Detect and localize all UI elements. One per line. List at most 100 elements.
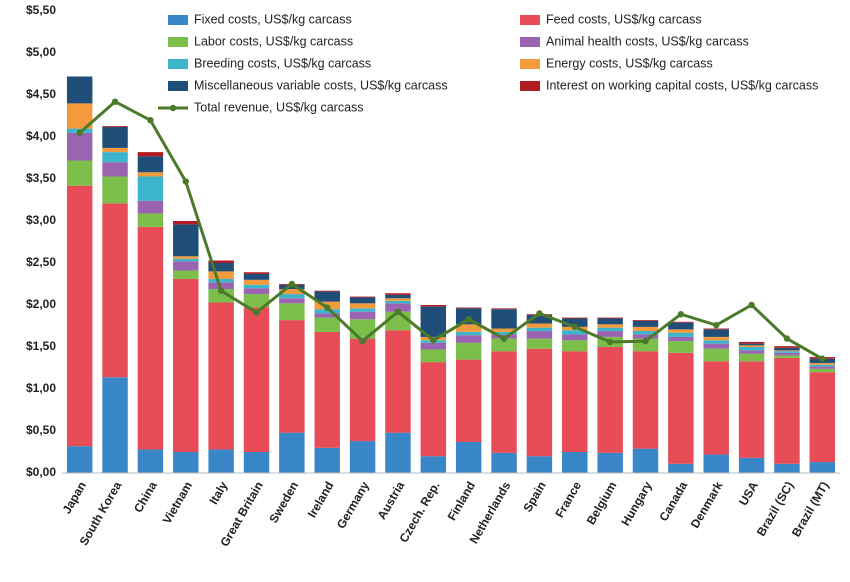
bar-segment xyxy=(455,307,482,309)
x-tick-label: Ireland xyxy=(305,479,337,520)
bar-segment xyxy=(66,446,93,473)
bar-segment xyxy=(668,321,694,323)
y-tick-label: $2,50 xyxy=(26,255,56,269)
bar-segment xyxy=(491,309,517,329)
bar-segment xyxy=(314,309,340,314)
bar-segment xyxy=(279,298,305,304)
y-tick-label: $1,50 xyxy=(26,339,56,353)
bar-segment xyxy=(774,355,800,358)
legend-swatch xyxy=(168,81,188,91)
bar-segment xyxy=(137,226,164,450)
y-tick-label: $4,00 xyxy=(26,129,56,143)
bar-segment xyxy=(738,353,765,362)
bar-segment xyxy=(597,318,623,325)
revenue-point xyxy=(642,337,649,345)
y-tick-label: $2,00 xyxy=(26,297,56,311)
bar-segment xyxy=(102,152,128,163)
bar-segment xyxy=(420,305,447,307)
bar-segment xyxy=(562,317,588,319)
bar-segment xyxy=(632,320,659,321)
bar-segment xyxy=(703,348,729,362)
bar-segment xyxy=(137,172,164,177)
bar-segment xyxy=(208,302,234,450)
x-tick-label: Spain xyxy=(520,479,548,514)
bar-segment xyxy=(208,263,234,272)
bar-segment xyxy=(243,452,270,473)
bar-segment xyxy=(491,331,517,335)
x-tick-label: France xyxy=(552,479,584,520)
legend-swatch xyxy=(168,15,188,25)
revenue-point xyxy=(147,117,154,124)
bar-segment xyxy=(243,307,270,452)
bar-segment xyxy=(102,203,128,378)
legend-label: Miscellaneous variable costs, US$/kg car… xyxy=(194,78,448,92)
x-tick-label: Hungary xyxy=(618,479,655,528)
x-tick-label: Denmark xyxy=(688,479,726,531)
bar-segment xyxy=(385,298,411,301)
bar-segment xyxy=(243,288,270,295)
bar-segment xyxy=(632,331,659,335)
revenue-point xyxy=(111,98,119,105)
bar-segment xyxy=(349,296,376,298)
bar-segment xyxy=(562,340,588,352)
bar-segment xyxy=(526,456,553,473)
bar-segment xyxy=(349,441,376,473)
bar-segment xyxy=(738,343,765,346)
bar-segment xyxy=(491,308,517,310)
bar-segment xyxy=(173,256,199,259)
bar-segment xyxy=(173,270,199,279)
bar-segment xyxy=(809,364,836,367)
bar-segment xyxy=(314,291,340,302)
bar-segment xyxy=(703,361,729,455)
bar-segment xyxy=(774,350,800,352)
bar-segment xyxy=(173,452,199,473)
bar-segment xyxy=(385,432,411,473)
bar-segment xyxy=(66,76,93,104)
bar-segment xyxy=(526,331,553,339)
legend-label: Energy costs, US$/kg carcass xyxy=(546,56,713,70)
bar-segment xyxy=(597,324,623,328)
bar-segment xyxy=(208,282,234,290)
bar-segment xyxy=(668,322,694,330)
bar-segment xyxy=(349,308,376,312)
bar-segment xyxy=(137,200,164,214)
x-tick-label: Austria xyxy=(375,479,408,522)
legend-label: Breeding costs, US$/kg carcass xyxy=(194,56,371,70)
bar-segment xyxy=(173,261,199,271)
revenue-point xyxy=(288,280,296,288)
bar-segment xyxy=(385,300,411,304)
legend-swatch xyxy=(520,59,540,69)
bar-segment xyxy=(703,329,729,337)
bar-segment xyxy=(66,185,93,447)
bar-segment xyxy=(809,368,836,373)
bar-segment xyxy=(597,347,623,453)
bar-segment xyxy=(455,324,482,332)
bar-segment xyxy=(703,340,729,344)
bar-segment xyxy=(314,313,340,318)
bar-segment xyxy=(774,352,800,356)
bar-segment xyxy=(173,221,199,225)
bar-segment xyxy=(738,341,765,344)
bar-segment xyxy=(526,348,553,457)
bar-segment xyxy=(385,294,411,299)
bar-segment xyxy=(66,132,93,161)
bar-segment xyxy=(102,377,128,473)
x-tick-label: Sweden xyxy=(266,479,301,525)
bar-segment xyxy=(208,260,234,263)
bar-segment xyxy=(208,271,234,279)
bar-segment xyxy=(349,297,376,304)
x-tick-label: USA xyxy=(736,479,761,508)
bar-segment xyxy=(279,303,305,321)
x-tick-label: Japan xyxy=(60,479,89,516)
bar-segment xyxy=(703,328,729,330)
legend-label: Fixed costs, US$/kg carcass xyxy=(194,12,352,26)
bar-segment xyxy=(774,357,800,464)
bar-segment xyxy=(420,362,447,457)
bar-segment xyxy=(738,457,765,473)
revenue-point xyxy=(76,129,83,136)
bar-segment xyxy=(738,361,765,458)
x-tick-label: Finland xyxy=(445,479,478,523)
bar-segment xyxy=(208,449,234,473)
bar-segment xyxy=(809,362,836,365)
